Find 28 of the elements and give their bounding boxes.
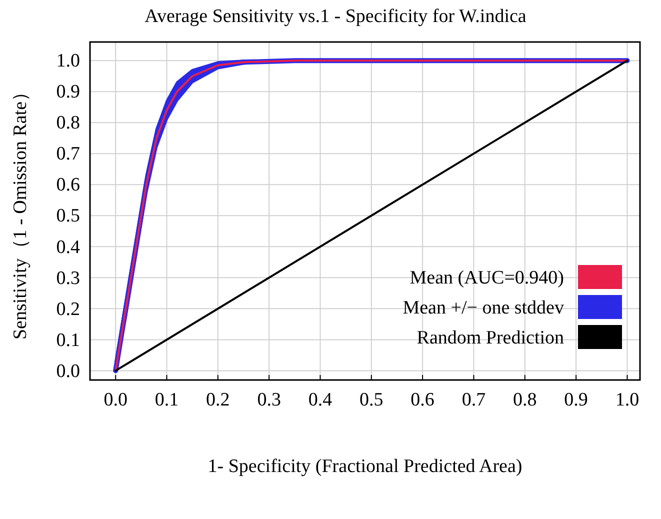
y-axis-title: Sensitivity（1 - Omission Rate）: [10, 82, 31, 340]
y-tick-label: 0.8: [56, 112, 80, 134]
y-tick-label: 0.5: [56, 206, 80, 227]
x-tick-label: 0.0: [104, 389, 128, 410]
y-tick-label: 0.2: [56, 298, 80, 320]
x-tick-label: 0.2: [206, 389, 230, 410]
x-tick-label: 0.6: [410, 389, 434, 410]
y-tick-label: 0.1: [56, 330, 80, 351]
y-tick-label: 0.3: [56, 268, 80, 289]
x-tick-label: 1.0: [615, 389, 640, 410]
y-tick-label: 0.9: [56, 82, 80, 103]
x-axis-title: 1- Specificity (Fractional Predicted Area): [208, 456, 522, 477]
y-tick-label: 0.4: [56, 236, 80, 258]
x-tick-label: 0.8: [513, 389, 537, 410]
legend-label: Mean +/− one stddev: [402, 298, 564, 319]
chart-title: Average Sensitivity vs.1 - Specificity for W.indica: [144, 6, 527, 27]
x-tick-label: 0.4: [308, 389, 333, 410]
x-tick-label: 0.1: [154, 389, 179, 410]
x-tick-label: 0.5: [360, 389, 384, 410]
y-tick-label: 0.0: [56, 360, 80, 382]
y-tick-label: 0.7: [56, 144, 80, 165]
y-tick-label: 0.6: [56, 174, 80, 196]
x-tick-label: 0.7: [462, 389, 486, 410]
legend-label: Mean (AUC=0.940): [410, 268, 564, 289]
x-tick-label: 0.3: [257, 389, 281, 410]
y-tick-label: 1.0: [56, 50, 80, 72]
legend-label: Random Prediction: [416, 328, 564, 349]
x-tick-label: 0.9: [564, 389, 588, 410]
